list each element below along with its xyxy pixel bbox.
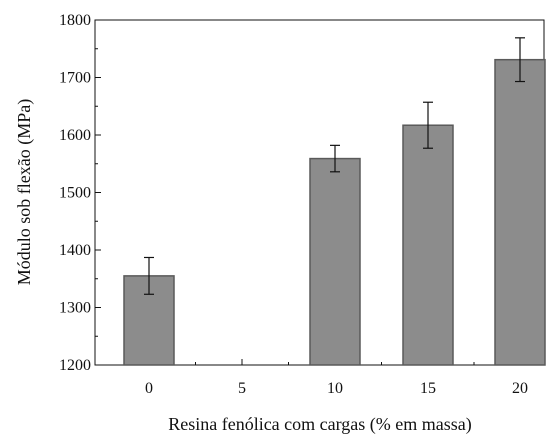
bar: [309, 157, 361, 366]
x-tick-label: 20: [512, 380, 528, 397]
x-axis-title: Resina fenólica com cargas (% em massa): [168, 414, 472, 435]
error-bars: [144, 37, 525, 295]
y-axis-title: Módulo sob flexão (MPa): [14, 99, 35, 285]
bars: [123, 58, 546, 366]
bar: [494, 58, 546, 366]
y-axis-ticks: 1200 1300 1400 1500 1600 1700 1800: [59, 12, 101, 374]
y-tick-label: 1300: [59, 300, 91, 317]
x-tick-label: 10: [327, 380, 343, 397]
y-tick-label: 1700: [59, 70, 91, 87]
y-tick-label: 1200: [59, 357, 91, 374]
x-tick-label: 0: [145, 380, 153, 397]
x-tick-label: 15: [420, 380, 436, 397]
y-tick-label: 1500: [59, 185, 91, 202]
x-tick-label: 5: [238, 380, 246, 397]
y-tick-label: 1800: [59, 12, 91, 29]
y-tick-label: 1400: [59, 242, 91, 259]
y-tick-label: 1600: [59, 127, 91, 144]
bar: [402, 124, 454, 366]
